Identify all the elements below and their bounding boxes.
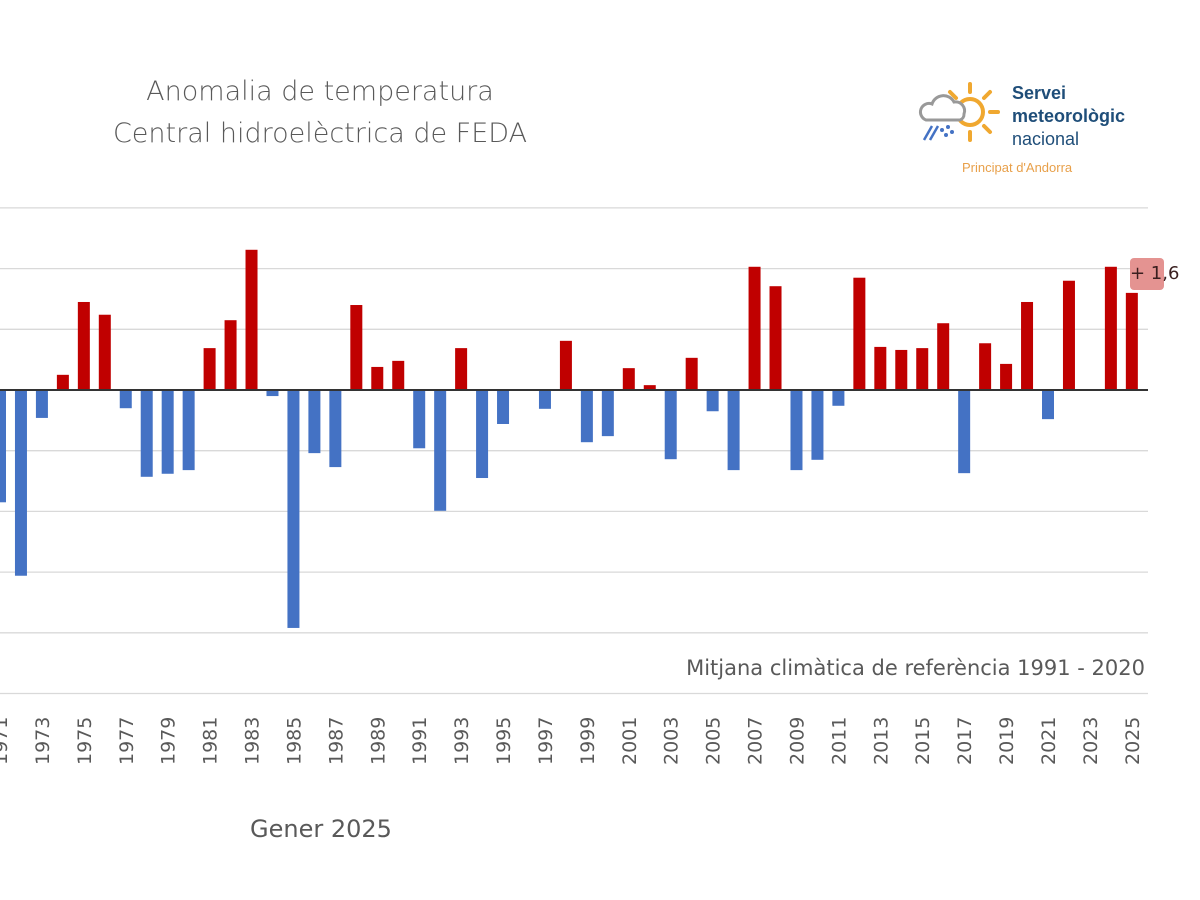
bar-1990: [392, 360, 405, 390]
x-tick-label: 1999: [577, 717, 599, 765]
bar-2017: [958, 390, 971, 474]
logo-tagline: Principat d'Andorra: [962, 160, 1073, 175]
bar-2007: [748, 266, 761, 390]
bar-2025: [1125, 292, 1138, 390]
bar-2019: [1000, 363, 1013, 390]
bar-2003: [664, 390, 677, 460]
x-tick-label: 1987: [325, 717, 347, 765]
bar-2020: [1021, 301, 1034, 390]
x-tick-label: 2013: [870, 717, 892, 765]
x-tick-label: 2011: [828, 717, 850, 765]
bar-2004: [685, 357, 698, 390]
bar-1986: [308, 390, 321, 454]
x-tick-label: 1983: [242, 717, 264, 765]
bar-1978: [140, 390, 153, 477]
x-tick-label: 2003: [661, 717, 683, 765]
bar-2014: [895, 349, 908, 390]
x-tick-label: 2017: [954, 717, 976, 765]
bar-1971: [0, 390, 6, 503]
bar-2012: [853, 277, 866, 390]
bar-2018: [979, 343, 992, 390]
chart-subtitle: Central hidroelèctrica de FEDA: [112, 118, 528, 149]
bar-1989: [371, 366, 384, 390]
annotation-badge: + 1,6: [1130, 258, 1179, 290]
x-tick-label: 2007: [745, 717, 767, 765]
weather-logo-icon: [918, 82, 1000, 142]
x-tick-label: 1979: [158, 717, 180, 765]
bar-2013: [874, 346, 887, 390]
bar-2009: [790, 390, 803, 471]
bar-1987: [329, 390, 342, 468]
bar-1992: [434, 390, 447, 511]
bar-1972: [14, 390, 27, 576]
bar-1977: [119, 390, 132, 409]
chart-title: Anomalia de temperatura: [146, 76, 494, 107]
x-tick-label: 2005: [703, 717, 725, 765]
bar-1983: [245, 249, 258, 390]
bar-1999: [580, 390, 593, 443]
bar-2015: [916, 348, 929, 390]
x-tick-label: 1993: [451, 717, 473, 765]
bar-2006: [727, 390, 740, 471]
bar-2011: [832, 390, 845, 406]
x-tick-label: 1973: [32, 717, 54, 765]
x-tick-label: 1981: [200, 717, 222, 765]
x-axis-label: Gener 2025: [250, 815, 392, 843]
bar-2001: [622, 368, 635, 390]
bar-1988: [350, 305, 363, 390]
bar-1979: [161, 390, 174, 474]
bar-2010: [811, 390, 824, 460]
bar-1980: [182, 390, 195, 471]
x-tick-label: 1989: [367, 717, 389, 765]
bar-2016: [937, 323, 950, 390]
bar-1973: [35, 390, 48, 418]
x-tick-label: 1977: [116, 717, 138, 765]
bar-1974: [56, 374, 69, 390]
bar-1997: [538, 390, 551, 409]
logo-line1: Servei: [1012, 83, 1067, 103]
reference-note: Mitjana climàtica de referència 1991 - 2…: [686, 656, 1145, 680]
logo-line3: nacional: [1012, 129, 1080, 149]
x-tick-label: 2001: [619, 717, 641, 765]
bar-1976: [98, 314, 111, 390]
x-tick-label: 1971: [0, 717, 12, 765]
x-tick-label: 2023: [1080, 717, 1102, 765]
x-tick-label: 1991: [409, 717, 431, 765]
bar-1991: [413, 390, 426, 449]
bar-1984: [266, 390, 279, 397]
x-tick-label: 1997: [535, 717, 557, 765]
x-tick-label: 2015: [912, 717, 934, 765]
logo-line2: meteorològic: [1012, 106, 1126, 126]
bar-2008: [769, 286, 782, 390]
x-tick-label: 2009: [786, 717, 808, 765]
bar-1985: [287, 390, 300, 628]
x-tick-label: 1975: [74, 717, 96, 765]
bar-2022: [1062, 280, 1075, 390]
bar-2005: [706, 390, 719, 412]
bar-1993: [455, 348, 468, 390]
bar-2000: [601, 390, 614, 437]
x-tick-label: 2021: [1038, 717, 1060, 765]
x-tick-label: 2019: [996, 717, 1018, 765]
bar-1995: [497, 390, 510, 424]
x-tick-label: 2025: [1122, 717, 1144, 765]
bar-1981: [203, 348, 216, 390]
bar-1975: [77, 301, 90, 390]
bar-1982: [224, 320, 237, 390]
bar-2024: [1104, 266, 1117, 390]
bar-1994: [476, 390, 489, 479]
bar-1998: [559, 340, 572, 390]
bar-2021: [1042, 390, 1054, 420]
x-tick-label: 1985: [283, 717, 305, 765]
bar-2002: [643, 385, 656, 390]
x-tick-label: 1995: [493, 717, 515, 765]
